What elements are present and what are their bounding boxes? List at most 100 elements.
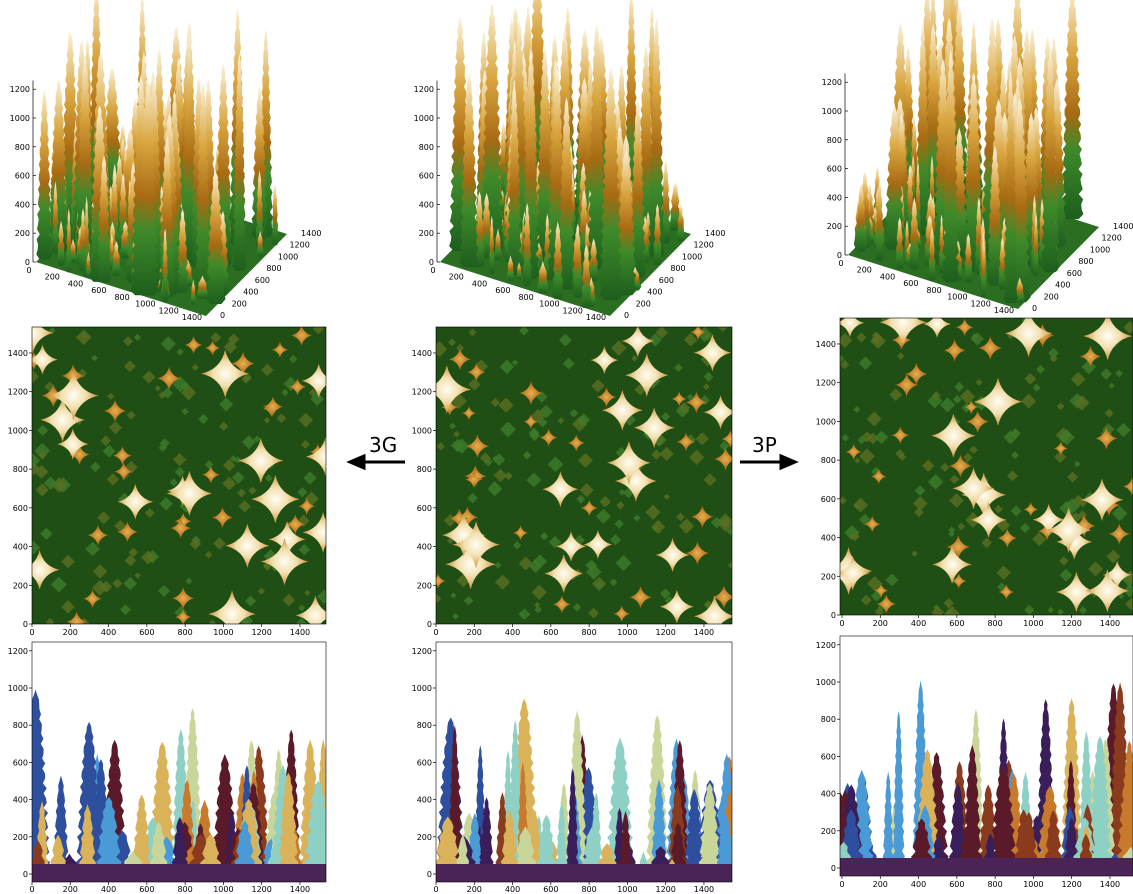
- small-star: [955, 318, 974, 337]
- diamond: [874, 430, 889, 445]
- diamond: [548, 535, 562, 549]
- small-star: [712, 585, 732, 609]
- diamond: [37, 424, 49, 436]
- diamond: [126, 410, 136, 420]
- large-star: [544, 554, 584, 593]
- tree-3d: [998, 237, 1007, 290]
- small-star: [946, 535, 971, 559]
- diamond: [860, 594, 872, 606]
- tree-3d: [255, 170, 264, 250]
- y-tick-label: 0: [23, 620, 28, 629]
- large-star: [633, 407, 675, 449]
- diamond: [727, 561, 732, 569]
- diamond: [678, 402, 690, 414]
- y-tick-label: 1400: [705, 229, 725, 238]
- x-tick-label: 800: [987, 619, 1002, 628]
- x-tick-label: 1000: [213, 885, 233, 894]
- diamond: [490, 397, 500, 408]
- tree-3d: [176, 209, 189, 293]
- x-tick-label: 400: [911, 619, 926, 628]
- small-star: [201, 465, 220, 484]
- x-tick-label: 0: [838, 259, 843, 268]
- small-star: [175, 609, 192, 624]
- y-tick-label: 1000: [682, 252, 702, 261]
- x-tick-label: 200: [857, 266, 872, 275]
- arrow-right: [740, 453, 799, 471]
- large-star: [615, 460, 657, 502]
- diamond: [885, 573, 899, 587]
- tree-3d: [557, 97, 576, 290]
- z-tick-label: 800: [419, 143, 434, 152]
- z-tick-label: 200: [827, 222, 842, 231]
- diamond: [134, 572, 142, 579]
- small-star: [1095, 427, 1118, 450]
- diamond: [1108, 382, 1115, 389]
- diamond: [944, 606, 960, 615]
- tree-3d: [506, 255, 515, 282]
- diamond: [994, 504, 1003, 514]
- x-tick-label: 800: [581, 885, 596, 894]
- small-star: [87, 524, 109, 546]
- diamond: [859, 513, 871, 526]
- diamond: [1123, 570, 1133, 584]
- x-tick-label: 1200: [1062, 880, 1082, 889]
- diamond: [595, 508, 612, 524]
- y-tick-label: 400: [647, 288, 662, 297]
- diamond: [210, 332, 222, 344]
- small-star: [871, 468, 887, 485]
- diamond: [1059, 556, 1069, 566]
- small-star: [456, 506, 479, 529]
- diamond: [532, 554, 548, 569]
- large-star: [225, 523, 270, 568]
- diamond: [140, 550, 156, 565]
- diamond: [176, 348, 184, 356]
- tree-3d: [205, 172, 226, 304]
- tree-3d: [51, 181, 60, 254]
- diamond: [90, 461, 101, 473]
- diamond: [858, 356, 873, 370]
- arrow-label: 3P: [752, 433, 777, 457]
- x-tick-label: 600: [543, 885, 558, 894]
- diamond: [257, 587, 265, 595]
- tree-side: [697, 782, 722, 882]
- x-tick-label: 600: [949, 880, 964, 889]
- tree-3d: [271, 184, 279, 246]
- x-tick-label: 200: [45, 273, 60, 282]
- y-tick-label: 0: [23, 870, 28, 879]
- diamond: [494, 574, 511, 590]
- diamond: [840, 359, 850, 370]
- tree-3d: [599, 67, 623, 301]
- small-star: [465, 470, 483, 489]
- diamond: [499, 359, 515, 375]
- diamond: [448, 338, 456, 347]
- large-star: [879, 318, 927, 346]
- small-star: [685, 541, 710, 565]
- z-tick-label: 800: [827, 136, 842, 145]
- side-view: [840, 680, 1133, 876]
- tree-3d: [980, 239, 987, 297]
- large-star: [621, 327, 655, 358]
- diamond: [1003, 430, 1018, 445]
- diamond: [159, 438, 170, 449]
- diamond: [939, 397, 956, 413]
- diamond: [245, 595, 257, 607]
- diamond: [841, 434, 850, 442]
- x-tick-label: 1400: [290, 885, 310, 894]
- tree-3d: [941, 49, 960, 283]
- diamond: [547, 456, 564, 473]
- y-tick-label: 800: [13, 721, 28, 730]
- tree-3d: [1041, 48, 1060, 273]
- diamond: [456, 573, 470, 588]
- diamond: [1011, 451, 1019, 460]
- ground: [32, 864, 326, 882]
- diamond: [504, 471, 513, 481]
- diamond: [304, 589, 311, 597]
- diamond: [702, 383, 710, 391]
- diamond: [436, 593, 442, 604]
- diamond: [241, 435, 256, 450]
- tree-3d: [855, 183, 867, 252]
- diamond: [158, 391, 167, 400]
- top-view-frame: [435, 326, 733, 625]
- diamond: [297, 487, 308, 498]
